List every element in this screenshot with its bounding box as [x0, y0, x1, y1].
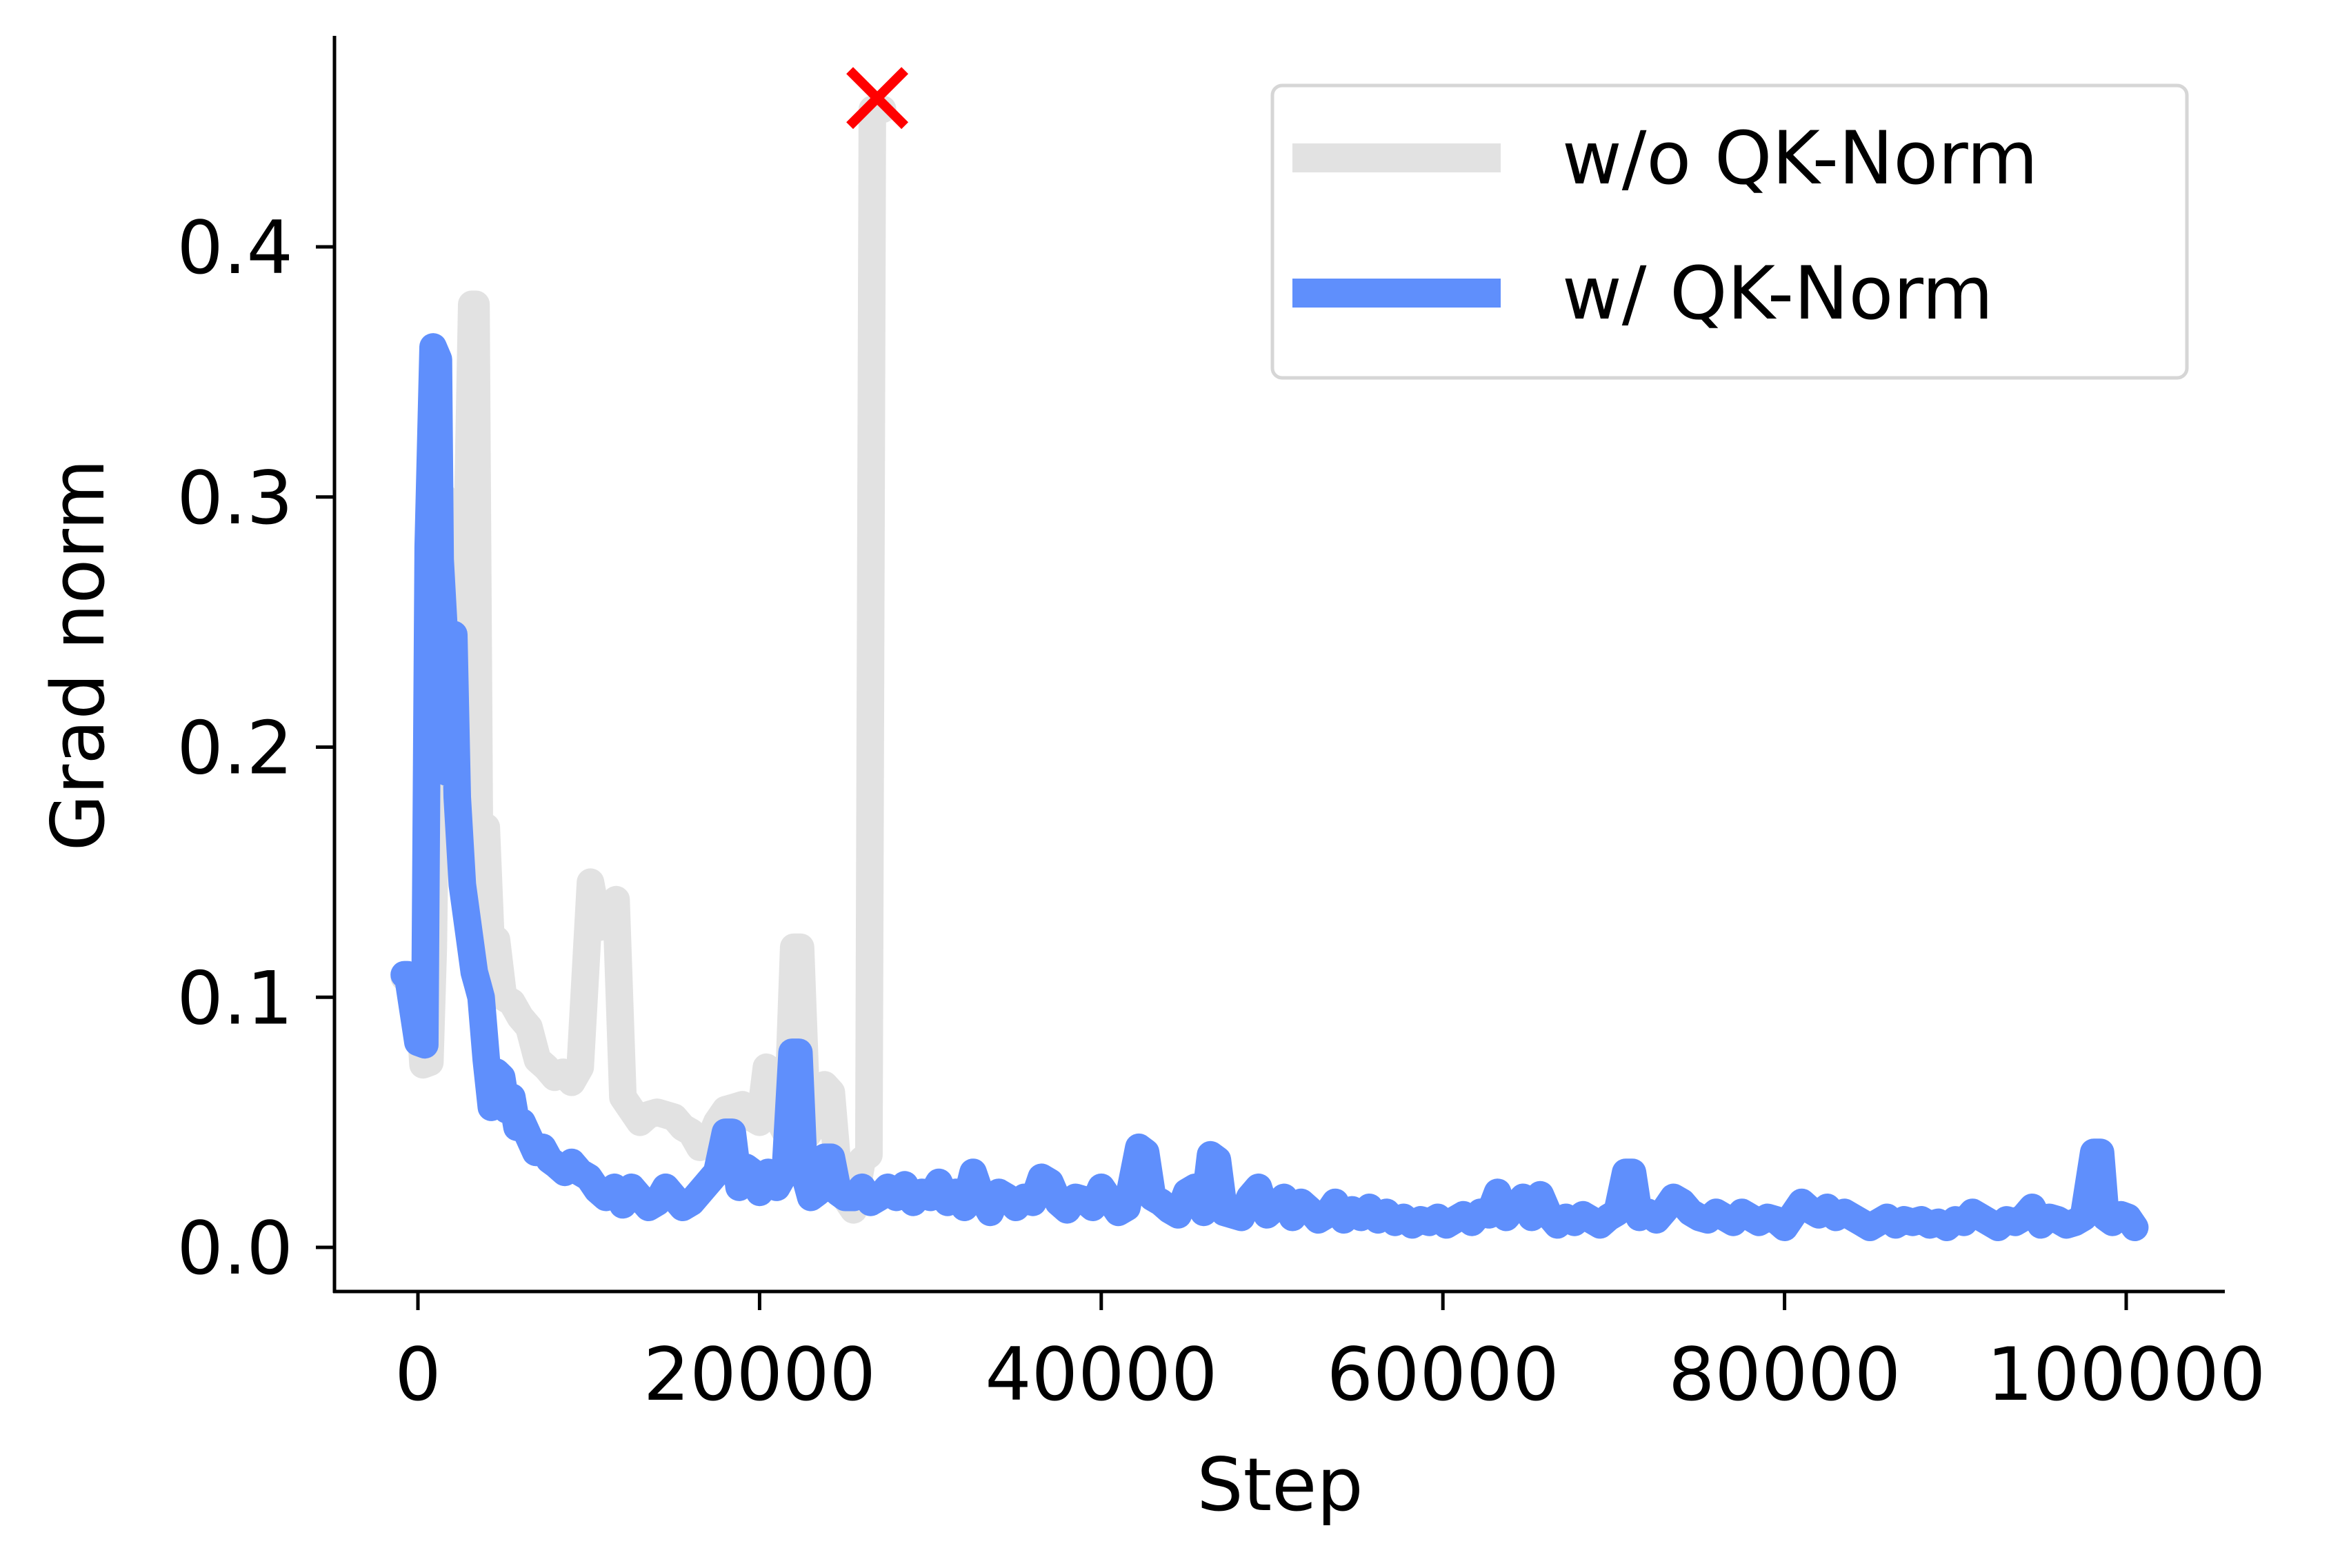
- x-tick-label: 100000: [1987, 1332, 2266, 1417]
- x-tick-label: 20000: [643, 1332, 876, 1417]
- y-tick-label: 0.0: [177, 1206, 293, 1291]
- x-axis-ticks: 0 20000 40000 60000 80000 100000: [394, 1293, 2266, 1417]
- x-marker-icon: [846, 67, 909, 130]
- plot-area: [390, 95, 2149, 1241]
- y-tick-label: 0.2: [177, 706, 293, 791]
- y-tick-label: 0.1: [177, 956, 293, 1041]
- x-axis-label: Step: [1197, 1443, 1363, 1527]
- legend-item-with-qknorm: w/ QK-Norm: [1292, 251, 1993, 336]
- legend-frame: [1270, 83, 2189, 380]
- x-tick-label: 60000: [1327, 1332, 1559, 1417]
- y-axis-ticks: 0.0 0.1 0.2 0.3 0.4: [177, 205, 334, 1291]
- divergence-marker: [846, 67, 909, 130]
- y-axis-label: Grad norm: [36, 459, 121, 852]
- x-tick-label: 80000: [1668, 1332, 1901, 1417]
- legend-label: w/ QK-Norm: [1562, 251, 1993, 336]
- y-tick-label: 0.4: [177, 205, 293, 290]
- legend: w/o QK-Norm w/ QK-Norm: [1270, 83, 2189, 380]
- x-tick-label: 40000: [985, 1332, 1217, 1417]
- x-tick-label: 0: [394, 1332, 441, 1417]
- y-tick-label: 0.3: [177, 456, 293, 541]
- legend-label: w/o QK-Norm: [1562, 116, 2038, 201]
- series-line-with-qknorm: [390, 333, 2149, 1241]
- legend-item-without-qknorm: w/o QK-Norm: [1292, 116, 2038, 201]
